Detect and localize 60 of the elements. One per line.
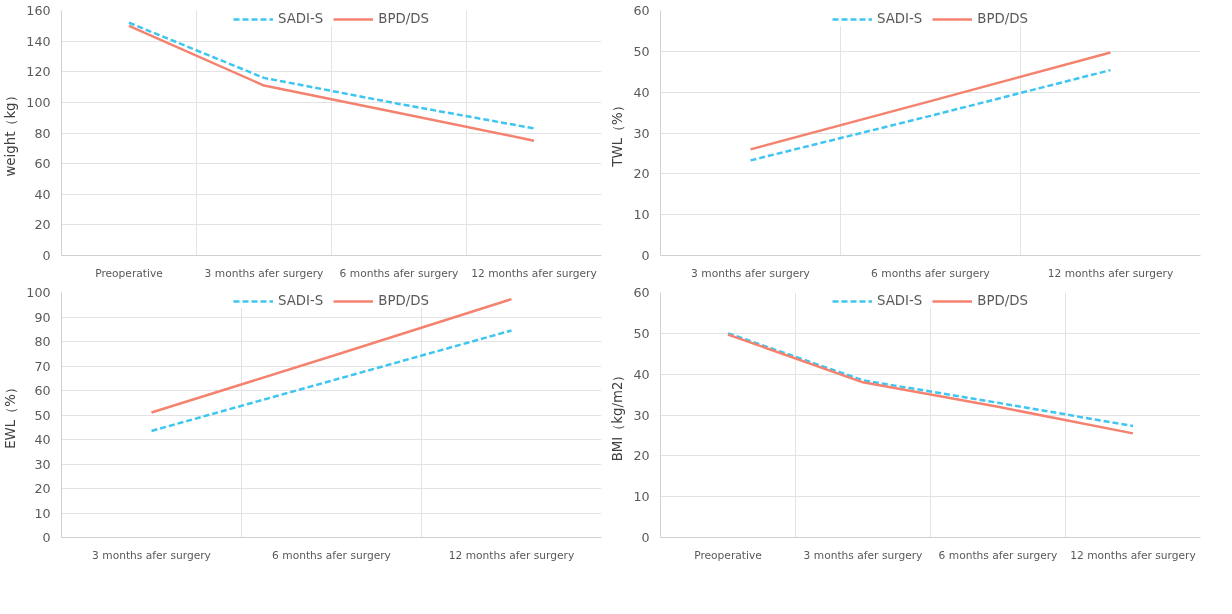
y-tick-label: 140	[26, 33, 51, 49]
legend-label: BPD/DS	[977, 293, 1028, 308]
y-tick-label: 0	[641, 248, 650, 263]
x-tick-label: 3 months afer surgery	[92, 548, 211, 562]
x-tick-label: 12 months afer surgery	[1070, 548, 1196, 562]
x-tick-label: Preoperative	[694, 548, 762, 562]
y-tick-label: 50	[34, 407, 51, 423]
y-tick-label: 40	[34, 186, 51, 202]
y-tick-label: 40	[633, 366, 650, 382]
y-tick-label: 120	[26, 64, 51, 80]
x-tick-label: 3 months afer surgery	[204, 266, 324, 280]
x-tick-label: 12 months afer surgery	[1047, 266, 1174, 280]
x-tick-label: 12 months afer surgery	[448, 548, 575, 562]
x-tick-label: 12 months afer surgery	[471, 266, 597, 280]
y-tick-label: 20	[34, 217, 51, 233]
y-tick-label: 60	[633, 285, 650, 300]
y-tick-label: 20	[34, 481, 51, 496]
y-tick-label: 30	[633, 407, 650, 423]
y-tick-label: 80	[34, 334, 51, 349]
y-axis-title: weight（kg）	[3, 89, 19, 177]
legend-label: SADI-S	[278, 293, 324, 308]
y-tick-label: 160	[26, 3, 51, 18]
y-axis-title: EWL（%）	[3, 381, 19, 449]
y-tick-label: 10	[633, 207, 650, 223]
x-tick-label: 6 months afer surgery	[938, 548, 1058, 562]
legend-label: BPD/DS	[378, 11, 429, 26]
y-tick-label: 60	[34, 156, 51, 172]
y-tick-label: 10	[34, 505, 51, 521]
legend-label: SADI-S	[877, 11, 923, 26]
y-tick-label: 0	[42, 248, 51, 263]
legend-label: SADI-S	[278, 11, 324, 26]
y-tick-label: 0	[42, 530, 51, 545]
legend-label: BPD/DS	[378, 293, 429, 308]
y-tick-label: 20	[633, 448, 650, 464]
legend-label: SADI-S	[877, 293, 923, 308]
y-tick-label: 100	[26, 285, 51, 300]
y-tick-label: 90	[34, 309, 51, 325]
x-tick-label: 6 months afer surgery	[339, 266, 459, 280]
y-tick-label: 30	[34, 456, 51, 472]
y-tick-label: 60	[34, 383, 51, 398]
y-tick-label: 30	[633, 125, 650, 141]
y-axis-title: TWL（%）	[610, 99, 626, 168]
y-tick-label: 40	[34, 432, 51, 447]
x-tick-label: 3 months afer surgery	[691, 266, 810, 280]
y-tick-label: 40	[633, 84, 650, 100]
x-tick-label: 3 months afer surgery	[803, 548, 923, 562]
y-tick-label: 0	[641, 530, 650, 545]
y-tick-label: 80	[34, 125, 51, 141]
y-tick-label: 50	[633, 325, 650, 341]
x-tick-label: 6 months afer surgery	[871, 266, 990, 280]
y-tick-label: 100	[26, 94, 51, 110]
y-tick-label: 70	[34, 358, 51, 374]
y-tick-label: 60	[633, 3, 650, 18]
y-tick-label: 20	[633, 166, 650, 182]
y-tick-label: 10	[633, 489, 650, 505]
y-tick-label: 50	[633, 43, 650, 59]
x-tick-label: 6 months afer surgery	[272, 548, 391, 562]
y-axis-title: BMI（kg/m2）	[610, 368, 626, 462]
legend-label: BPD/DS	[977, 11, 1028, 26]
x-tick-label: Preoperative	[95, 266, 163, 280]
